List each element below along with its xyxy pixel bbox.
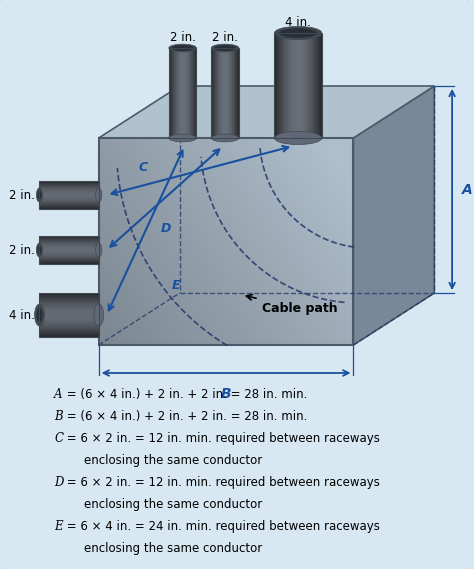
Text: 2 in.: 2 in.	[9, 244, 35, 257]
Ellipse shape	[279, 28, 317, 38]
Text: C: C	[55, 432, 64, 445]
Polygon shape	[354, 86, 434, 345]
Ellipse shape	[169, 134, 196, 142]
Ellipse shape	[274, 26, 322, 40]
Text: = 6 × 4 in. = 24 in. min. required between raceways: = 6 × 4 in. = 24 in. min. required betwe…	[63, 520, 380, 533]
Ellipse shape	[211, 134, 239, 142]
Text: = 6 × 2 in. = 12 in. min. required between raceways: = 6 × 2 in. = 12 in. min. required betwe…	[63, 476, 380, 489]
Ellipse shape	[36, 188, 43, 202]
Text: 4 in.: 4 in.	[9, 308, 35, 321]
Text: = 6 × 2 in. = 12 in. min. required between raceways: = 6 × 2 in. = 12 in. min. required betwe…	[63, 432, 380, 445]
Text: A: A	[55, 388, 63, 401]
Ellipse shape	[36, 243, 43, 257]
Text: Cable path: Cable path	[246, 295, 337, 315]
Text: enclosing the same conductor: enclosing the same conductor	[55, 542, 263, 555]
Text: E: E	[55, 520, 63, 533]
Ellipse shape	[35, 304, 45, 326]
Text: D: D	[55, 476, 64, 489]
Text: 2 in.: 2 in.	[212, 31, 238, 44]
Text: 4 in.: 4 in.	[285, 16, 311, 29]
Ellipse shape	[96, 243, 102, 257]
Ellipse shape	[274, 131, 322, 145]
Polygon shape	[99, 86, 434, 138]
Ellipse shape	[36, 308, 43, 322]
Ellipse shape	[214, 45, 236, 51]
Text: enclosing the same conductor: enclosing the same conductor	[55, 454, 263, 467]
Ellipse shape	[94, 304, 104, 326]
Ellipse shape	[211, 44, 239, 52]
Text: D: D	[161, 221, 171, 234]
Text: C: C	[138, 160, 148, 174]
Ellipse shape	[37, 245, 41, 254]
Ellipse shape	[169, 44, 196, 52]
Text: B: B	[221, 387, 231, 401]
Text: E: E	[172, 278, 180, 291]
Text: 2 in.: 2 in.	[9, 188, 35, 201]
Text: A: A	[462, 183, 473, 196]
Ellipse shape	[37, 191, 41, 200]
Text: B: B	[55, 410, 63, 423]
Text: 2 in.: 2 in.	[170, 31, 196, 44]
Text: enclosing the same conductor: enclosing the same conductor	[55, 498, 263, 511]
Ellipse shape	[172, 45, 194, 51]
Text: = (6 × 4 in.) + 2 in. + 2 in. = 28 in. min.: = (6 × 4 in.) + 2 in. + 2 in. = 28 in. m…	[63, 410, 308, 423]
Ellipse shape	[96, 188, 102, 202]
Text: = (6 × 4 in.) + 2 in. + 2 in. = 28 in. min.: = (6 × 4 in.) + 2 in. + 2 in. = 28 in. m…	[63, 388, 308, 401]
